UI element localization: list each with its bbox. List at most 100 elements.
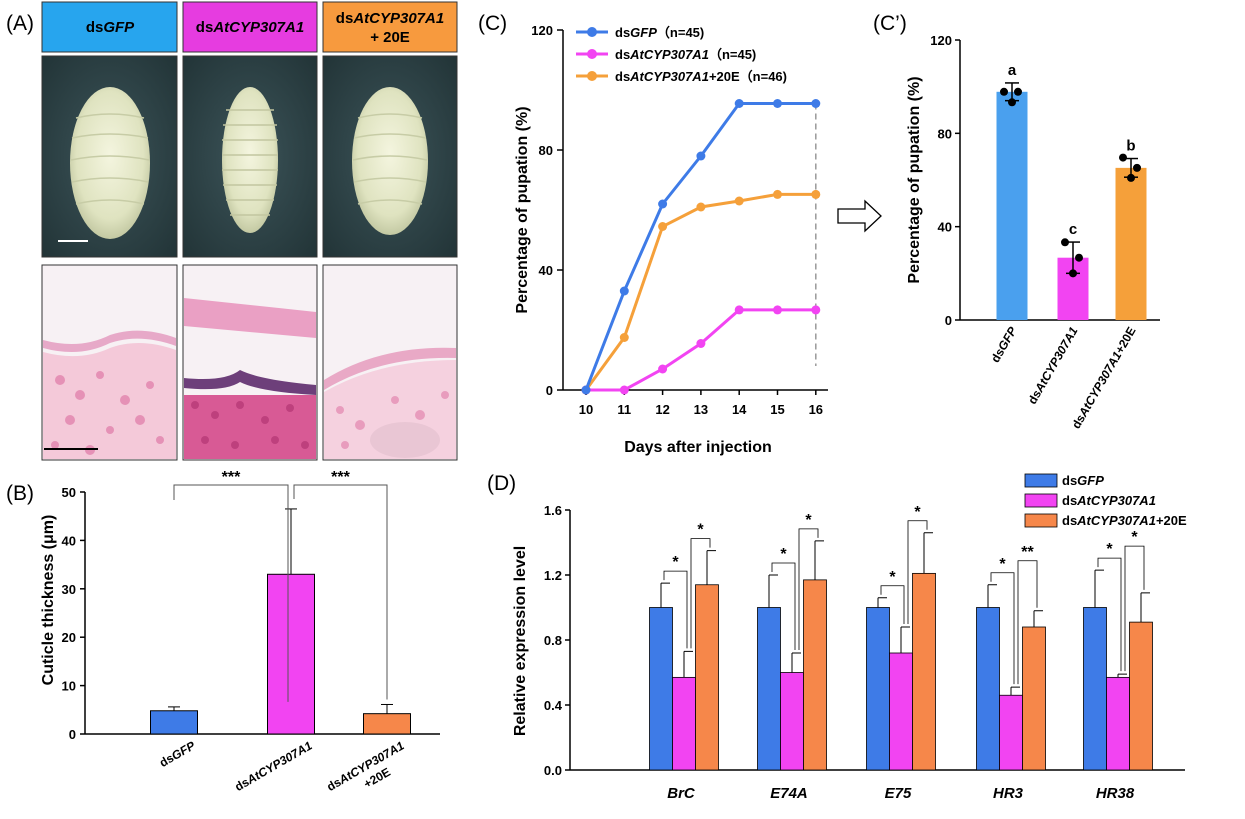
d-legend-swatch [1024, 493, 1058, 508]
c-x-tick-label: 11 [617, 402, 631, 417]
b-y-axis-title: Cuticle thickness (μm) [40, 515, 57, 686]
d-bar [1022, 626, 1046, 771]
d-significance-bracket [907, 520, 928, 624]
d-significance-label: * [1106, 541, 1113, 558]
b-x-tick-label-prefix: ds [324, 775, 343, 794]
c-legend-label-suffix: （n=45) [709, 47, 756, 62]
d-significance-bracket [990, 572, 1015, 685]
cp-x-tick-label: dsAtCYP307A1+20E [1069, 325, 1139, 432]
c-legend-label: dsAtCYP307A1（n=45) [615, 47, 756, 62]
c-lines [581, 99, 821, 395]
d-y-tick-label: 1.2 [544, 568, 562, 583]
cp-data-point [1000, 87, 1008, 96]
d-legend-label-ital: AtCYP307A1 [1076, 513, 1156, 528]
cp-data-point [1075, 253, 1083, 262]
c-y-axis-title: Percentage of pupation (%) [514, 106, 531, 313]
c-legend-label: dsGFP（n=45) [615, 25, 704, 40]
c-legend-swatch-marker [587, 27, 597, 37]
d-significance-label: * [1131, 529, 1138, 546]
b-y-tick-label: 30 [62, 582, 76, 597]
c-legend-label-prefix: ds [615, 47, 630, 62]
b-significance: *** *** [173, 469, 388, 702]
cp-data-point [1127, 173, 1135, 182]
c-series-point [811, 305, 821, 315]
c-legend-label-suffix: （n=45) [657, 25, 704, 40]
d-y-axis-title: Relative expression level [512, 546, 529, 736]
cp-x-tick-label-prefix: ds [1025, 387, 1044, 406]
d-bar [1106, 676, 1130, 771]
c-legend-label-prefix: ds [615, 25, 630, 40]
d-significance-label: ** [1021, 544, 1034, 561]
c-series-point [658, 222, 668, 231]
cp-x-tick-label: dsAtCYP307A1 [1025, 324, 1081, 406]
b-x-tick-label-prefix: ds [157, 751, 176, 770]
cp-x-tick-label-suffix: +20E [1112, 325, 1138, 357]
cp-data-point [1008, 98, 1016, 107]
d-x-tick-label: E75 [885, 785, 912, 802]
d-bar [1083, 607, 1107, 771]
d-bar [976, 607, 1000, 771]
d-bar [780, 672, 804, 771]
c-legend-label-ital: AtCYP307A1 [629, 69, 709, 84]
c-series-point [658, 199, 668, 209]
d-y-tick-label: 1.6 [544, 503, 562, 518]
d-legend-label: dsAtCYP307A1 [1062, 493, 1156, 508]
d-significance-label: * [697, 522, 704, 539]
c-x-tick-label: 12 [655, 402, 669, 417]
d-significance-bracket [880, 585, 905, 624]
b-bar [363, 713, 411, 735]
d-bar [866, 607, 890, 771]
header-label-gfp: dsGFP [86, 19, 135, 36]
panel-letter-d: (D) [487, 472, 516, 495]
d-significance-bracket [798, 528, 819, 650]
c-series-point [696, 339, 706, 348]
d-x-tick-label: BrC [667, 785, 696, 802]
b-y-tick-label: 0 [69, 727, 76, 742]
c-axes: 0 40 80 120 10 11 12 13 14 15 16 [531, 23, 828, 417]
d-bar [999, 694, 1023, 771]
d-legend-label-ital: GFP [1077, 473, 1104, 488]
c-y-tick-label: 0 [546, 383, 553, 398]
cp-x-tick-label-ital: AtCYP307A1 [1032, 324, 1081, 395]
c-x-tick-label: 14 [732, 402, 747, 417]
header-label-cyp-20e-line2: + 20E [370, 29, 410, 46]
b-x-tick-label-ital: GFP [169, 738, 198, 763]
larva-photo-gfp [41, 55, 178, 258]
histology-photo-cyp-20e [322, 264, 458, 461]
cp-data-point [1061, 238, 1069, 247]
histology-photo-cyp [182, 264, 318, 461]
c-series-point [619, 385, 629, 395]
b-y-tick-label: 20 [62, 630, 76, 645]
d-legend-label-prefix: ds [1062, 513, 1077, 528]
cp-y-tick-label: 120 [930, 33, 952, 48]
b-x-tick-label: dsGFP [157, 738, 198, 770]
d-significance-label: * [999, 556, 1006, 573]
cp-significance-letter: a [1008, 62, 1017, 79]
b-x-tick-label: dsAtCYP307A1 [232, 738, 314, 794]
c-legend: dsGFP（n=45)dsAtCYP307A1（n=45)dsAtCYP307A… [576, 25, 787, 84]
b-x-tick-label-ital: AtCYP307A1 [244, 738, 315, 787]
c-series-line [586, 308, 816, 392]
d-significance-label: * [780, 546, 787, 563]
c-y-tick-label: 80 [539, 143, 553, 158]
c-series-point [619, 333, 629, 342]
c-series-point [696, 151, 706, 161]
panel-c-prime: (C’) Percentage of pupation (%) 0 40 80 120… [873, 12, 1160, 431]
header-box-cyp-20e [322, 1, 458, 53]
c-legend-swatch-marker [587, 71, 597, 81]
panel-a: (A) dsGFP dsAtCYP307A1 dsAtCYP307A1 + 20… [6, 1, 458, 461]
panel-b: (B) Cuticle thickness (μm) 0 10 20 30 40 50 d… [6, 469, 440, 794]
d-legend-label-prefix: ds [1062, 473, 1077, 488]
d-bar [912, 572, 936, 771]
panel-letter-b: (B) [6, 482, 34, 505]
cp-x-tick-label-ital: AtCYP307A1 [1075, 349, 1124, 420]
b-significance-bracket [293, 484, 388, 700]
c-series-point [773, 99, 782, 108]
d-legend-label: dsAtCYP307A1+20E [1062, 513, 1187, 528]
d-significance-bracket [663, 570, 688, 649]
d-significance-label: * [914, 504, 921, 521]
d-significance-bracket [690, 538, 711, 649]
